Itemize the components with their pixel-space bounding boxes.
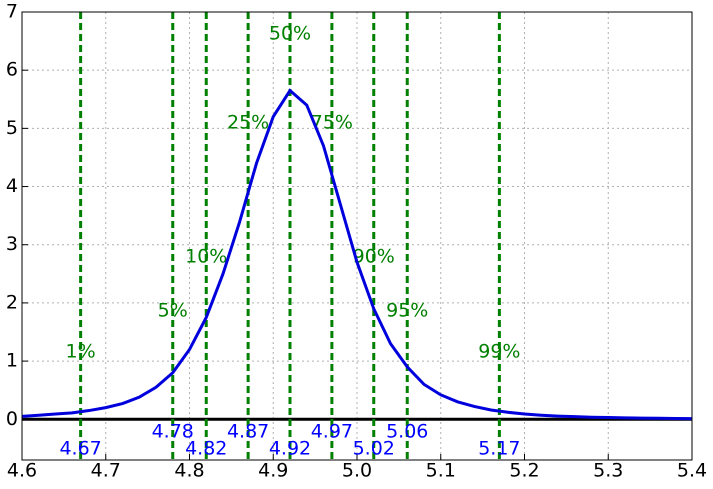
percentile-label: 1% xyxy=(66,341,96,363)
y-tick-label: 0 xyxy=(6,408,18,430)
percentile-value: 5.02 xyxy=(353,438,395,460)
percentile-label: 50% xyxy=(269,23,311,45)
x-tick-label: 5.4 xyxy=(677,460,707,482)
percentile-label: 99% xyxy=(478,341,520,363)
y-tick-label: 6 xyxy=(6,59,18,81)
y-tick-label: 2 xyxy=(6,291,18,313)
x-tick-label: 4.9 xyxy=(258,460,288,482)
x-tick-label: 4.7 xyxy=(91,460,121,482)
x-tick-label: 4.8 xyxy=(174,460,204,482)
percentile-label: 5% xyxy=(158,300,188,322)
percentile-label: 95% xyxy=(386,300,428,322)
percentile-label: 90% xyxy=(353,246,395,268)
percentile-value: 4.67 xyxy=(59,438,101,460)
plot-frame xyxy=(21,11,693,461)
y-tick-label: 4 xyxy=(6,175,18,197)
x-tick-label: 5.3 xyxy=(593,460,623,482)
percentile-value: 4.97 xyxy=(311,421,353,443)
y-tick-label: 3 xyxy=(6,233,18,255)
percentile-label: 75% xyxy=(311,112,353,134)
percentile-label: 10% xyxy=(185,246,227,268)
percentile-value: 4.82 xyxy=(185,438,227,460)
percentile-label: 25% xyxy=(227,112,269,134)
x-tick-label: 5.0 xyxy=(342,460,372,482)
percentile-value: 4.78 xyxy=(152,421,194,443)
y-tick-label: 5 xyxy=(6,117,18,139)
y-tick-label: 7 xyxy=(6,1,18,23)
percentile-value: 5.06 xyxy=(386,421,428,443)
density-line xyxy=(21,88,693,421)
percentile-value: 5.17 xyxy=(478,438,520,460)
x-tick-label: 5.2 xyxy=(509,460,539,482)
x-tick-label: 4.6 xyxy=(7,460,37,482)
percentile-value: 4.87 xyxy=(227,421,269,443)
x-tick-label: 5.1 xyxy=(426,460,456,482)
y-tick-label: 1 xyxy=(6,350,18,372)
percentile-value: 4.92 xyxy=(269,438,311,460)
